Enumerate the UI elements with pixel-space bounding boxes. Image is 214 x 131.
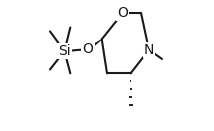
Polygon shape [87,39,102,51]
Text: O: O [83,42,94,56]
Text: O: O [117,6,128,20]
Text: N: N [144,43,154,57]
Text: Si: Si [58,44,71,58]
